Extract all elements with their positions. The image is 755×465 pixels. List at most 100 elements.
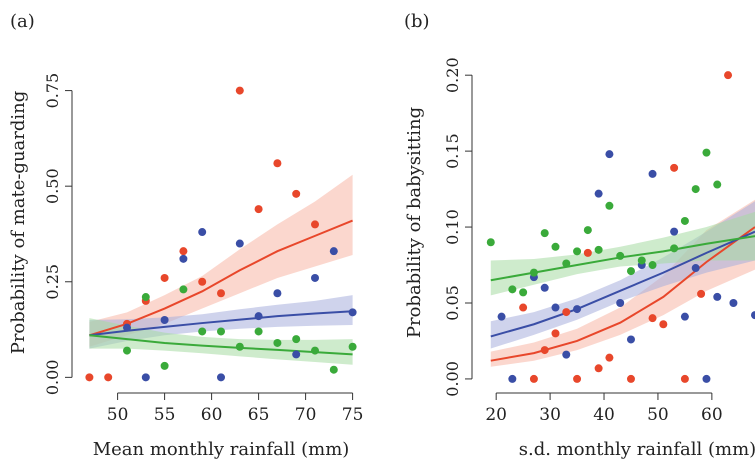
y-axis-label: Probability of babysitting — [404, 107, 425, 338]
green-data-point — [691, 185, 700, 194]
red-data-point — [724, 71, 733, 80]
x-axis-label: Mean monthly rainfall (mm) — [93, 439, 350, 460]
green-data-point — [562, 259, 571, 268]
x-tick-label: 30 — [539, 405, 561, 425]
panel-label: (b) — [404, 11, 430, 32]
green-data-point — [348, 342, 357, 351]
blue-data-point — [616, 298, 625, 307]
green-data-point — [160, 361, 169, 370]
chart-panel-1: (a) 50 55 60 65 70 75 Mean monthly rainfall (mm… — [8, 11, 363, 460]
blue-data-point — [292, 350, 301, 359]
plot-area — [486, 71, 755, 383]
y-tick-label: 0.05 — [443, 285, 462, 321]
green-data-point — [540, 229, 549, 238]
blue-data-point — [329, 247, 338, 256]
red-data-point — [540, 346, 549, 355]
blue-data-point — [508, 374, 517, 383]
blue-data-point — [626, 335, 635, 344]
red-data-point — [85, 373, 94, 382]
blue-data-point — [751, 311, 755, 320]
x-tick-label: 55 — [154, 405, 176, 425]
red-data-point — [648, 314, 657, 323]
red-fit-line — [490, 226, 755, 362]
red-data-point — [583, 248, 592, 257]
y-tick-label: 0.10 — [443, 209, 462, 245]
red-data-point — [670, 163, 679, 172]
blue-data-point — [141, 373, 150, 382]
blue-fit-line — [89, 310, 353, 337]
blue-data-point — [729, 298, 738, 307]
y-axis-label: Probability of mate-guarding — [8, 91, 29, 355]
green-data-point — [519, 288, 528, 297]
blue-data-point — [217, 373, 225, 382]
green-fit-line — [89, 334, 353, 356]
green-data-point — [486, 238, 495, 247]
red-data-point — [235, 86, 244, 95]
red-data-point — [292, 189, 301, 198]
y-tick-label: 0.00 — [443, 361, 462, 397]
green-data-point — [254, 327, 263, 336]
blue-data-point — [551, 303, 560, 312]
x-tick-label: 40 — [593, 405, 615, 425]
x-tick-label: 60 — [701, 405, 723, 425]
y-tick-label: 0.00 — [43, 360, 62, 396]
red-data-point — [605, 353, 614, 362]
green-data-point — [702, 148, 711, 157]
red-data-point — [519, 303, 528, 312]
red-data-point — [179, 247, 188, 256]
x-tick-label: 20 — [485, 405, 507, 425]
red-confidence-band — [490, 199, 755, 367]
green-data-point — [179, 285, 188, 294]
blue-data-point — [540, 283, 549, 292]
x-axis-label: s.d. monthly rainfall (mm) — [519, 439, 755, 460]
green-data-point — [616, 251, 625, 260]
red-data-point — [573, 374, 582, 383]
blue-data-point — [273, 289, 282, 298]
x-tick-label: 65 — [248, 405, 270, 425]
red-data-point — [551, 329, 560, 338]
blue-data-point — [198, 228, 207, 237]
red-confidence-band — [89, 174, 353, 347]
red-data-point — [562, 308, 571, 317]
blue-data-point — [160, 316, 169, 324]
blue-data-point — [648, 169, 657, 178]
green-data-point — [626, 267, 635, 276]
blue-data-point — [702, 374, 711, 383]
x-tick-label: 75 — [342, 405, 364, 425]
red-data-point — [273, 159, 282, 168]
green-data-point — [123, 346, 131, 355]
green-data-point — [529, 268, 538, 277]
x-tick-label: 50 — [107, 405, 129, 425]
red-data-point — [217, 289, 225, 298]
blue-data-point — [670, 227, 679, 236]
green-data-point — [680, 216, 689, 225]
green-data-point — [637, 256, 646, 265]
green-data-point — [583, 226, 592, 235]
red-data-point — [594, 364, 603, 373]
red-data-point — [104, 373, 113, 382]
blue-data-point — [680, 312, 689, 321]
blue-data-point — [562, 350, 571, 359]
blue-data-point — [235, 239, 244, 248]
green-data-point — [551, 242, 560, 251]
y-tick-label: 0.25 — [43, 264, 62, 300]
green-data-point — [311, 346, 319, 355]
red-data-point — [529, 374, 538, 383]
red-data-point — [697, 289, 706, 298]
blue-data-point — [605, 150, 614, 159]
y-tick-label: 0.20 — [443, 57, 462, 93]
blue-data-point — [497, 312, 506, 321]
red-fit-line — [89, 219, 353, 337]
green-data-point — [605, 201, 614, 210]
red-data-point — [254, 205, 263, 214]
green-data-point — [198, 327, 207, 336]
green-data-point — [508, 285, 517, 294]
red-data-point — [198, 277, 207, 286]
blue-data-point — [713, 292, 722, 301]
green-confidence-band — [89, 318, 353, 365]
green-data-point — [573, 247, 582, 256]
green-data-point — [217, 327, 225, 336]
green-data-point — [648, 261, 657, 270]
blue-data-point — [573, 305, 582, 314]
